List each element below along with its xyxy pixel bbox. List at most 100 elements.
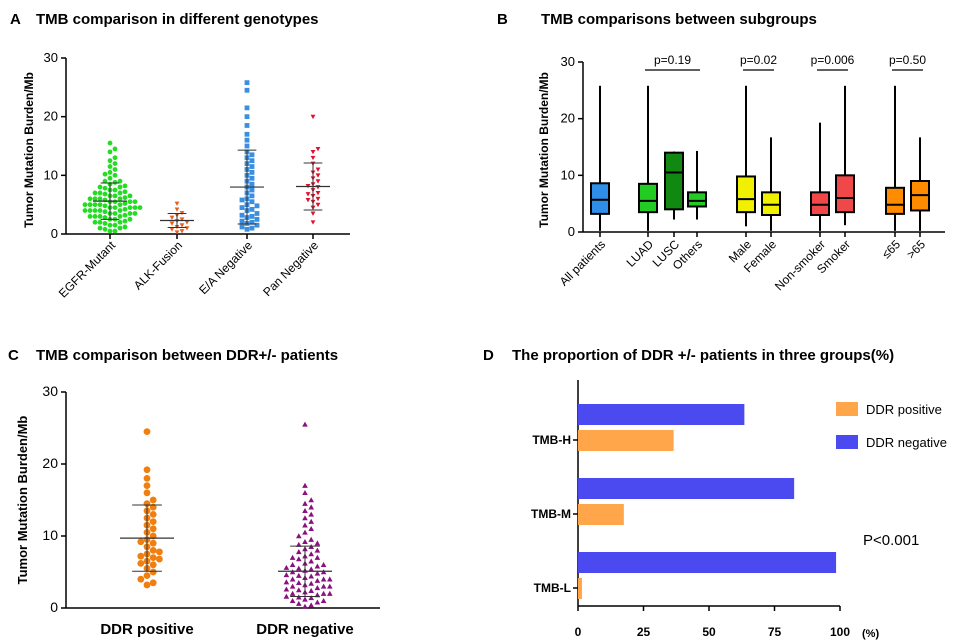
panel-a-x-tick-label: Pan Negative (260, 238, 321, 299)
panel-d-letter: D (483, 347, 494, 364)
panel-c-point-ddr-positive (149, 539, 157, 547)
panel-a-point-e-a-negative (249, 181, 255, 187)
panel-c-title: TMB comparison between DDR+/- patients (36, 347, 338, 364)
panel-c-y-tick-label: 30 (42, 383, 58, 399)
panel-a-point-alk-fusion (169, 227, 175, 232)
panel-a-point-egfr-mutant (107, 222, 113, 228)
panel-d-bar-ddr-positive (578, 504, 624, 525)
panel-a-point-egfr-mutant (92, 202, 98, 208)
panel-c-point-ddr-negative (314, 570, 321, 576)
panel-a-point-egfr-mutant (122, 189, 128, 195)
panel-a-point-egfr-mutant (107, 164, 113, 169)
panel-c-point-ddr-negative (302, 490, 308, 496)
panel-a-axes: 0 10 20 30 EGFR-Mutant ALK-Fusion E/A Negative… (44, 50, 350, 300)
panel-a-point-egfr-mutant (127, 211, 133, 216)
panel-c-point-ddr-negative (320, 562, 327, 568)
panel-c-point-ddr-positive (143, 466, 151, 474)
panel-a-point-pan-negative (315, 147, 321, 152)
panel-a-point-e-a-negative (244, 105, 250, 111)
panel-a-point-egfr-mutant (107, 158, 113, 164)
panel-b: B TMB comparisons between subgroups Tumo… (497, 11, 945, 293)
panel-a-point-e-a-negative (249, 164, 255, 169)
panel-c-x-tick-label: DDR negative (256, 621, 354, 638)
panel-d-bar-ddr-negative (578, 404, 745, 425)
panel-b-pvalue-label: p=0.19 (654, 53, 691, 67)
panel-c-point-ddr-positive (143, 572, 151, 579)
panel-a-point-pan-negative (305, 192, 311, 197)
panel-c-point-ddr-negative (327, 576, 333, 582)
panel-b-box (761, 191, 781, 216)
panel-a-x-tick-label: EGFR-Mutant (56, 238, 119, 301)
panel-a-point-egfr-mutant (87, 214, 93, 219)
panel-a-point-e-a-negative (254, 203, 260, 209)
panel-a-point-egfr-mutant (132, 199, 138, 205)
panel-b-box (638, 182, 658, 214)
panel-b-y-tick-label: 20 (561, 111, 575, 126)
panel-a-point-e-a-negative (244, 143, 250, 149)
panel-d-bar-ddr-positive (578, 578, 582, 599)
panel-a-point-egfr-mutant (92, 196, 98, 202)
panel-a-point-egfr-mutant (87, 202, 93, 208)
panel-a-point-egfr-mutant (117, 196, 123, 202)
panel-a-point-egfr-mutant (102, 178, 108, 184)
panel-a-point-e-a-negative (244, 87, 250, 93)
panel-a-point-e-a-negative (254, 211, 260, 216)
panel-a-point-alk-fusion (179, 223, 185, 228)
panel-c-point-ddr-negative (314, 599, 321, 605)
panel-a-point-pan-negative (310, 211, 316, 216)
panel-c-point-ddr-positive (149, 568, 157, 576)
panel-a-point-egfr-mutant (102, 215, 108, 220)
panel-c-point-ddr-negative (314, 577, 321, 583)
panel-c-point-ddr-negative (308, 511, 314, 517)
panel-b-pvalue-label: p=0.006 (811, 53, 855, 67)
panel-a-point-egfr-mutant (97, 219, 103, 225)
panel-a-point-e-a-negative (239, 205, 245, 210)
panel-a-point-egfr-mutant (87, 196, 93, 202)
panel-d-x-tick-label: 0 (575, 625, 582, 639)
panel-c-point-ddr-positive (143, 428, 151, 435)
panel-a-point-egfr-mutant (132, 205, 138, 211)
panel-a-point-pan-negative (315, 173, 321, 178)
panel-d-marks (578, 404, 837, 599)
panel-a-point-egfr-mutant (132, 211, 138, 216)
panel-c-point-ddr-negative (308, 497, 314, 503)
panel-c-point-ddr-negative (296, 600, 302, 606)
panel-a-point-alk-fusion (169, 215, 175, 220)
panel-d-legend-swatch (836, 435, 858, 449)
panel-a-point-egfr-mutant (127, 216, 133, 222)
panel-c: C TMB comparison between DDR+/- patients… (8, 347, 380, 638)
panel-a-point-alk-fusion (179, 229, 185, 234)
panel-d-x-tick-label: 50 (702, 625, 716, 639)
panel-a-point-pan-negative (310, 220, 316, 225)
panel-c-point-ddr-positive (143, 581, 151, 589)
panel-d-y-tick-label: TMB-H (532, 433, 571, 447)
panel-a-point-e-a-negative (249, 158, 255, 164)
panel-c-point-ddr-negative (302, 522, 308, 528)
panel-a-point-egfr-mutant (102, 185, 108, 191)
panel-a-point-egfr-mutant (112, 167, 118, 172)
panel-a-point-alk-fusion (179, 217, 185, 222)
panel-d: D The proportion of DDR +/- patients in … (483, 347, 947, 640)
panel-a: A TMB comparison in different genotypes … (10, 11, 350, 300)
panel-d-legend-swatch (836, 402, 858, 416)
panel-d-x-tick-label: 75 (768, 625, 782, 639)
panel-d-pvalue: P<0.001 (863, 532, 919, 549)
panel-a-point-egfr-mutant (112, 187, 118, 193)
panel-a-point-egfr-mutant (122, 195, 128, 201)
panel-a-point-egfr-mutant (112, 222, 118, 228)
panel-c-marks (120, 421, 333, 609)
panel-c-point-ddr-negative (302, 603, 308, 609)
panel-b-box (810, 191, 830, 216)
panel-a-point-egfr-mutant (87, 208, 93, 213)
panel-a-point-egfr-mutant (97, 202, 103, 208)
panel-d-x-tick-label: 25 (637, 625, 651, 639)
panel-c-point-ddr-negative (308, 580, 314, 586)
panel-c-point-ddr-negative (308, 558, 314, 564)
panel-c-point-ddr-negative (289, 562, 296, 568)
panel-a-point-egfr-mutant (112, 161, 118, 167)
panel-a-point-egfr-mutant (107, 140, 113, 146)
panel-c-point-ddr-negative (283, 564, 290, 570)
panel-c-point-ddr-positive (149, 518, 157, 525)
panel-d-xunit: (%) (862, 628, 879, 640)
panel-d-legend: DDR positive DDR negative (836, 402, 947, 450)
